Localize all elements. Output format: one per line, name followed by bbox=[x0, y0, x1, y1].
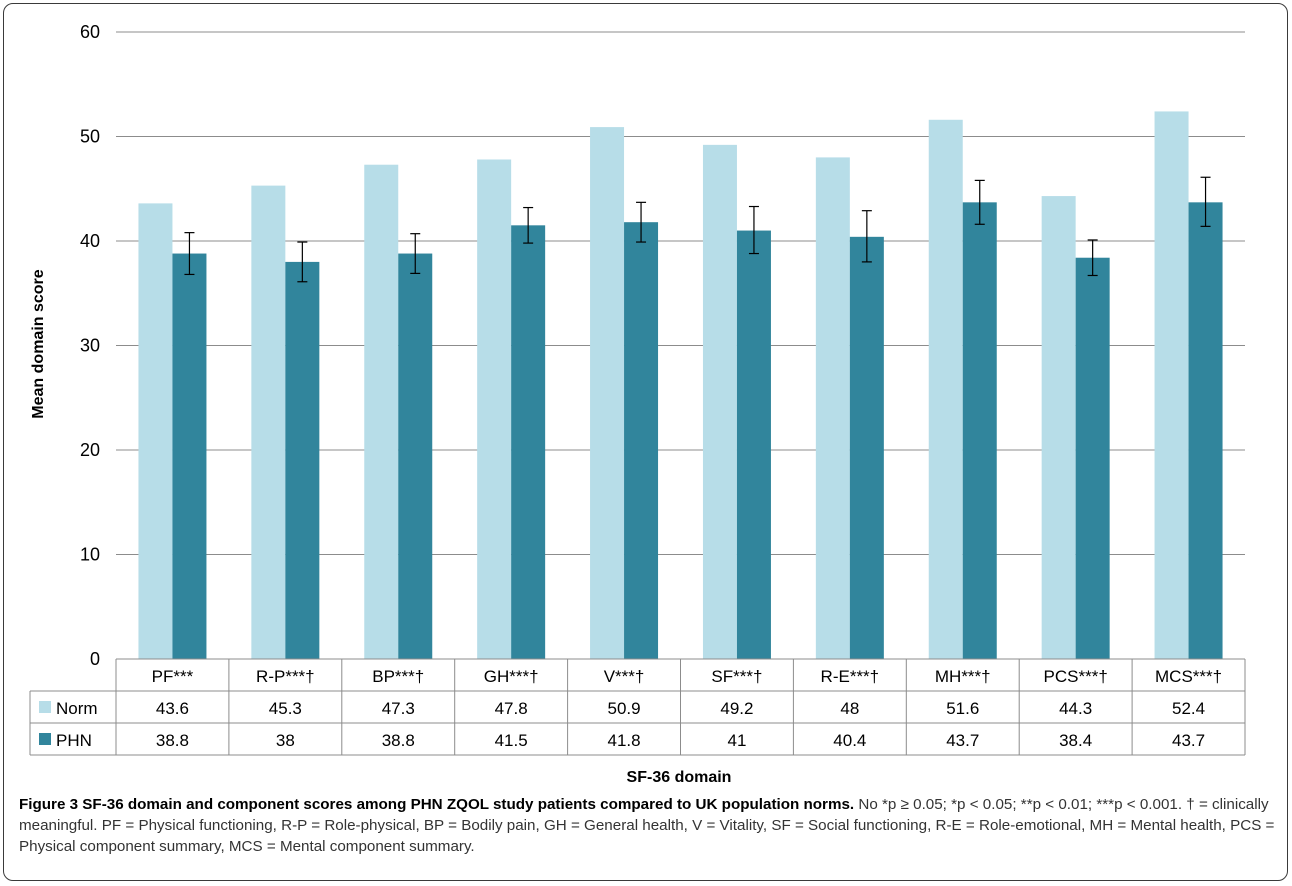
data-label-norm: 44.3 bbox=[1059, 699, 1092, 718]
category-label: BP***† bbox=[372, 667, 424, 686]
category-label: MCS***† bbox=[1155, 667, 1222, 686]
data-label-phn: 38.8 bbox=[156, 731, 189, 750]
y-tick-label: 20 bbox=[80, 440, 100, 460]
error-bar bbox=[748, 205, 759, 255]
bar-phn-9 bbox=[1075, 257, 1110, 659]
bar-phn-4 bbox=[511, 225, 546, 659]
caption-text: No *p ≥ 0.05; *p < 0.05; **p < 0.01; ***… bbox=[19, 796, 1275, 855]
figure-frame bbox=[3, 3, 1288, 881]
bar-norm-2 bbox=[251, 185, 286, 660]
data-label-norm: 52.4 bbox=[1172, 699, 1205, 718]
y-tick-label: 30 bbox=[80, 336, 100, 356]
bar-norm-4 bbox=[477, 159, 512, 660]
bar-norm-10 bbox=[1154, 111, 1189, 660]
error-bar bbox=[410, 233, 421, 274]
bar-norm-8 bbox=[928, 119, 963, 659]
error-bar bbox=[184, 232, 195, 276]
bar-phn-6 bbox=[736, 230, 771, 660]
category-label: GH***† bbox=[484, 667, 539, 686]
data-label-phn: 38.4 bbox=[1059, 731, 1092, 750]
data-label-norm: 50.9 bbox=[608, 699, 641, 718]
error-bar bbox=[974, 179, 985, 225]
bar-norm-9 bbox=[1041, 196, 1076, 659]
bar-phn-1 bbox=[172, 253, 207, 660]
y-tick-label: 40 bbox=[80, 231, 100, 251]
data-label-phn: 40.4 bbox=[833, 731, 866, 750]
bar-phn-3 bbox=[398, 253, 433, 660]
y-tick-label: 60 bbox=[80, 22, 100, 42]
error-bar bbox=[1087, 239, 1098, 277]
error-bar bbox=[861, 210, 872, 263]
error-bar bbox=[636, 201, 647, 243]
data-label-norm: 49.2 bbox=[720, 699, 753, 718]
y-tick-label: 50 bbox=[80, 127, 100, 147]
data-label-phn: 41 bbox=[727, 731, 746, 750]
bar-norm-5 bbox=[590, 127, 625, 660]
data-label-phn: 43.7 bbox=[1172, 731, 1205, 750]
data-label-phn: 43.7 bbox=[946, 731, 979, 750]
figure-caption: Figure 3 SF-36 domain and component scor… bbox=[19, 794, 1281, 857]
category-label: R-P***† bbox=[256, 667, 315, 686]
legend-swatch-phn bbox=[39, 733, 51, 745]
category-label: MH***† bbox=[935, 667, 991, 686]
legend-swatch-norm bbox=[39, 701, 51, 713]
bar-phn-5 bbox=[624, 222, 659, 659]
error-bar bbox=[297, 241, 308, 283]
bar-phn-7 bbox=[849, 236, 884, 659]
data-label-phn: 38 bbox=[276, 731, 295, 750]
y-axis-title: Mean domain score bbox=[30, 269, 47, 418]
error-bar bbox=[1200, 176, 1211, 227]
category-label: PF*** bbox=[152, 667, 194, 686]
data-label-norm: 45.3 bbox=[269, 699, 302, 718]
bar-norm-3 bbox=[364, 164, 399, 659]
data-label-norm: 47.3 bbox=[382, 699, 415, 718]
bar-chart: 0 10 20 30 40 50 60 PF*** R-P***† BP***† GH***† V*… bbox=[29, 22, 1246, 786]
legend-label-norm: Norm bbox=[56, 699, 98, 718]
category-label: PCS***† bbox=[1044, 667, 1108, 686]
category-label: SF***† bbox=[711, 667, 762, 686]
bar-norm-6 bbox=[702, 144, 737, 660]
data-label-norm: 51.6 bbox=[946, 699, 979, 718]
bar-phn-10 bbox=[1188, 202, 1223, 659]
error-bar bbox=[523, 206, 534, 244]
data-label-norm: 43.6 bbox=[156, 699, 189, 718]
data-label-norm: 47.8 bbox=[495, 699, 528, 718]
bar-norm-1 bbox=[138, 203, 173, 659]
category-label: R-E***† bbox=[821, 667, 880, 686]
x-axis-title: SF-36 domain bbox=[627, 769, 732, 786]
data-label-norm: 48 bbox=[840, 699, 859, 718]
data-label-phn: 38.8 bbox=[382, 731, 415, 750]
bar-norm-7 bbox=[815, 157, 850, 659]
data-label-phn: 41.8 bbox=[608, 731, 641, 750]
bar-phn-8 bbox=[962, 202, 997, 659]
legend-label-phn: PHN bbox=[56, 731, 92, 750]
data-label-phn: 41.5 bbox=[495, 731, 528, 750]
y-tick-label: 0 bbox=[90, 649, 100, 669]
bar-phn-2 bbox=[285, 261, 320, 659]
category-label: V***† bbox=[604, 667, 645, 686]
y-tick-label: 10 bbox=[80, 545, 100, 565]
caption-title: Figure 3 SF-36 domain and component scor… bbox=[19, 796, 855, 813]
